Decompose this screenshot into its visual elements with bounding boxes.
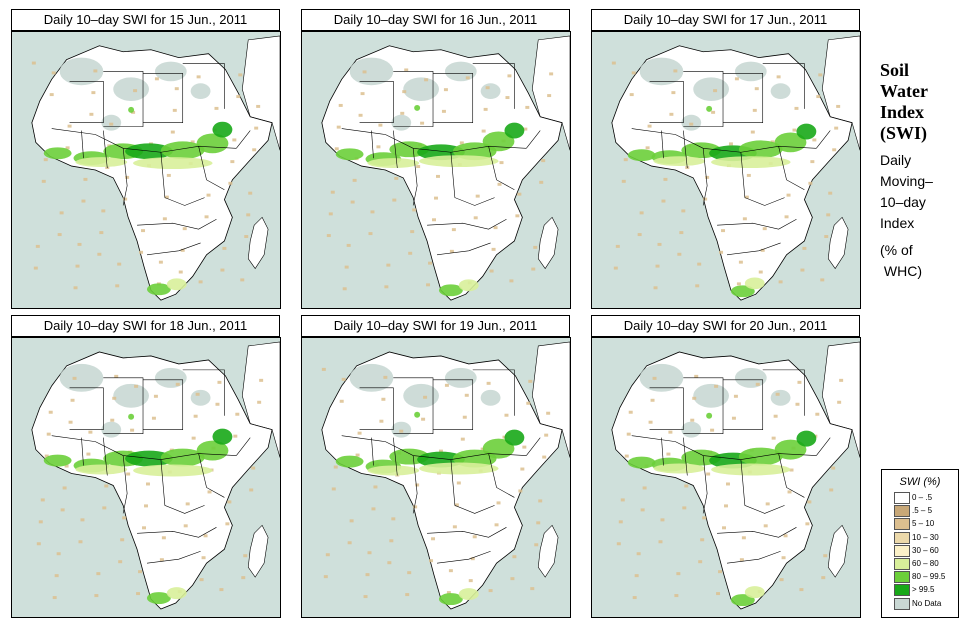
index-title-line: Water [880,81,928,101]
africa-map [302,32,570,308]
panel-title-4: Daily 10–day SWI for 18 Jun., 2011 [11,315,280,337]
description-line: Moving– [880,173,933,189]
description-line: 10–day [880,194,926,210]
legend-swatch [894,558,910,570]
map-panel-1 [11,31,281,309]
map-panel-3 [591,31,861,309]
description-line: Daily [880,152,912,168]
legend-label: 60 – 80 [912,559,939,568]
africa-map [12,32,280,308]
swi-legend: SWI (%) 0 – .5 .5 – 5 5 – 10 10 – 30 30 – 60… [881,469,959,618]
legend-label: .5 – 5 [912,506,933,516]
panel-title-5: Daily 10–day SWI for 19 Jun., 2011 [301,315,570,337]
map-panel-5 [301,337,571,618]
index-description: Daily Moving– 10–day Index [880,150,933,234]
legend-label: 0 – .5 [912,493,933,502]
map-panel-4 [11,337,281,618]
panel-title-3: Daily 10–day SWI for 17 Jun., 2011 [591,9,860,31]
legend-swatch [894,571,910,584]
africa-map [12,338,280,617]
legend-label: > 99.5 [912,585,935,595]
legend-label: 10 – 30 [912,532,939,542]
unit-line: WHC) [880,263,922,279]
description-line: Index [880,215,915,231]
index-title-line: Soil [880,60,910,80]
index-title-line: (SWI) [880,123,928,143]
legend-title: SWI (%) [899,476,941,488]
panel-title-2: Daily 10–day SWI for 16 Jun., 2011 [301,9,570,31]
map-panel-2 [301,31,571,309]
legend-label: 5 – 10 [912,519,935,529]
africa-map [302,338,570,617]
legend-swatch [894,531,910,544]
panel-title-6: Daily 10–day SWI for 20 Jun., 2011 [591,315,860,337]
map-panel-6 [591,337,861,618]
legend-swatch [894,584,910,597]
legend-swatch [894,518,910,531]
index-unit: (% of WHC) [880,240,922,282]
legend-label: No Data [912,598,942,608]
legend-label: 80 – 99.5 [912,572,946,582]
legend-swatch [894,492,910,504]
unit-line: (% of [880,242,913,258]
panel-title-1: Daily 10–day SWI for 15 Jun., 2011 [11,9,280,31]
index-title-line: Index [880,102,925,122]
legend-label: 30 – 60 [912,545,939,555]
index-title: Soil Water Index (SWI) [880,60,928,144]
africa-map [592,338,860,617]
africa-map [592,32,860,308]
legend-swatch [894,505,910,518]
legend-swatch [894,544,910,557]
legend-swatch [894,597,910,610]
